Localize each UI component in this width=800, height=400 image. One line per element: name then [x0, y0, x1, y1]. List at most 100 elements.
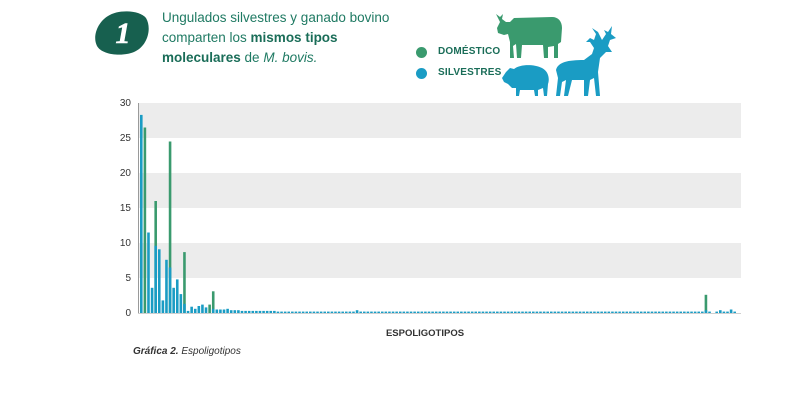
y-tick-label: 5 [125, 273, 131, 284]
bar-silvestres [247, 310, 251, 313]
bar-silvestres [470, 311, 474, 313]
bar-silvestres [675, 311, 679, 313]
bar-silvestres [373, 311, 377, 313]
bar-silvestres [366, 311, 370, 313]
bar-silvestres [165, 259, 168, 313]
bar-silvestres [589, 311, 593, 313]
x-axis-label: ESPOLIGOTIPOS [386, 328, 464, 339]
legend-label-domestico: DOMÉSTICO [438, 46, 501, 57]
bar-silvestres [427, 311, 431, 313]
bar-silvestres [323, 311, 327, 313]
bar-silvestres [204, 307, 208, 313]
badge-number: 1 [116, 17, 131, 50]
bar-silvestres [546, 311, 549, 313]
bar-silvestres [327, 311, 330, 313]
bar-silvestres [190, 306, 193, 313]
bar-silvestres [539, 311, 542, 313]
bar-silvestres [319, 311, 323, 313]
animal-illustrations [496, 14, 616, 96]
bar-silvestres [582, 311, 585, 313]
bar-silvestres [416, 311, 420, 313]
bar-silvestres [384, 311, 388, 313]
figure-caption: Gráfica 2. Espoligotipos [133, 346, 241, 357]
bar-silvestres [157, 249, 161, 313]
bar-silvestres [330, 311, 334, 313]
bar-silvestres [183, 303, 186, 313]
chart-band [138, 103, 741, 138]
bar-silvestres [564, 311, 567, 313]
bar-silvestres [524, 311, 528, 313]
bar-silvestres [334, 311, 337, 313]
bar-silvestres [481, 311, 485, 313]
bar-silvestres [233, 310, 237, 313]
headline: Ungulados silvestres y ganado bovino com… [162, 8, 402, 68]
bar-domestico [704, 294, 708, 313]
deer-icon [556, 26, 616, 96]
bar-silvestres [575, 311, 578, 313]
bar-silvestres [593, 311, 596, 313]
bar-silvestres [557, 311, 560, 313]
bar-silvestres [409, 311, 413, 313]
bar-silvestres [154, 245, 157, 313]
boar-icon [502, 65, 549, 96]
caption-rest: Espoligotipos [178, 346, 241, 357]
bar-silvestres [535, 311, 539, 313]
y-tick-label: 20 [120, 168, 132, 179]
bar-silvestres [193, 308, 197, 313]
bar-silvestres [352, 311, 355, 313]
bar-silvestres [657, 311, 661, 313]
bar-silvestres [309, 311, 312, 313]
headline-italic: M. bovis. [263, 50, 318, 65]
bar-silvestres [715, 311, 719, 313]
bar-silvestres [370, 311, 373, 313]
badge-shape [95, 11, 149, 55]
y-tick-label: 10 [120, 238, 132, 249]
bar-silvestres [168, 267, 172, 313]
bar-silvestres [265, 310, 269, 313]
bar-silvestres [704, 310, 708, 313]
bar-silvestres [280, 311, 283, 313]
y-tick-label: 0 [125, 308, 131, 319]
bar-domestico [143, 127, 147, 313]
bar-silvestres [298, 311, 301, 313]
headline-part1: Ungulados silvestres y ganado bovino com… [162, 10, 390, 45]
bar-silvestres [147, 232, 150, 313]
bar-silvestres [506, 311, 510, 313]
bar-silvestres [636, 311, 639, 313]
legend-label-silvestres: SILVESTRES [438, 67, 502, 78]
bar-silvestres [240, 310, 244, 313]
bar-silvestres [686, 311, 690, 313]
bar-silvestres [269, 310, 273, 313]
bar-silvestres [697, 311, 701, 313]
bar-silvestres [629, 311, 632, 313]
bar-silvestres [215, 309, 219, 313]
bar-silvestres [719, 310, 722, 313]
bar-silvestres [406, 311, 409, 313]
bar-silvestres [355, 310, 359, 313]
bar-silvestres [488, 311, 492, 313]
bar-silvestres [456, 311, 460, 313]
bar-silvestres [733, 311, 736, 313]
bar-silvestres [316, 311, 319, 313]
bar-silvestres [438, 311, 442, 313]
bar-silvestres [388, 311, 391, 313]
bar-silvestres [273, 310, 276, 313]
bar-silvestres [672, 311, 675, 313]
bar-silvestres [172, 287, 175, 313]
bar-silvestres [150, 287, 154, 313]
bar-silvestres [377, 311, 380, 313]
cow-icon [496, 14, 562, 58]
bar-silvestres [625, 311, 629, 313]
bar-silvestres [632, 311, 636, 313]
bar-silvestres [679, 311, 683, 313]
bar-silvestres [514, 311, 517, 313]
bar-silvestres [726, 311, 729, 313]
bar-silvestres [668, 311, 672, 313]
legend-dot-domestico [416, 47, 427, 58]
bar-domestico [208, 304, 211, 313]
bar-silvestres [560, 311, 564, 313]
bar-silvestres [402, 311, 406, 313]
chart-band [138, 243, 741, 278]
bar-silvestres [478, 311, 481, 313]
